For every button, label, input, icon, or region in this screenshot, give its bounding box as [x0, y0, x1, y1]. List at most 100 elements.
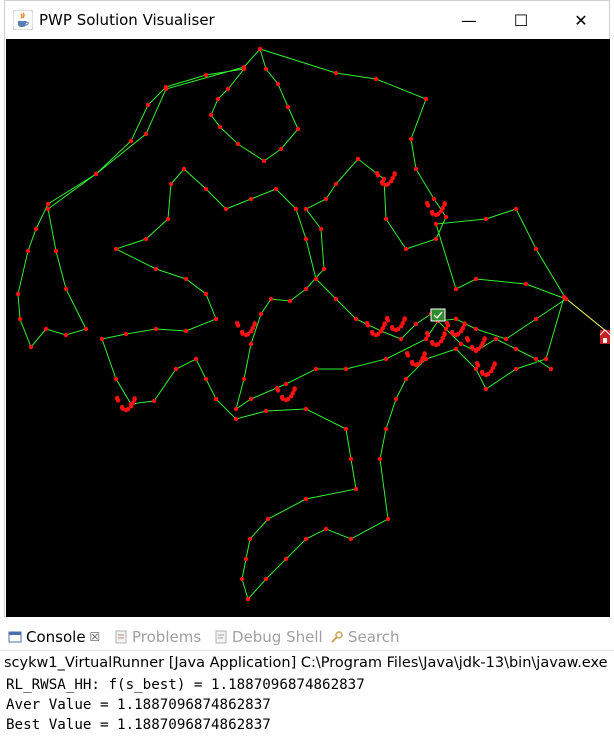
route-node [443, 326, 449, 332]
route-node [353, 486, 359, 492]
route-node [53, 248, 59, 254]
route-node [143, 131, 149, 137]
route-node [203, 72, 209, 78]
minimize-button[interactable]: — [447, 7, 491, 33]
route-node [433, 221, 439, 227]
route-node [163, 86, 169, 92]
route-node [323, 526, 329, 532]
route-node [283, 556, 289, 562]
route-node [492, 361, 497, 366]
route-node [343, 366, 349, 372]
route-node [533, 316, 539, 322]
route-node [423, 96, 429, 102]
route-node [493, 336, 499, 342]
route-node [132, 396, 137, 401]
route-node [203, 291, 209, 297]
close-icon[interactable]: ☒ [89, 630, 101, 644]
route-node [548, 366, 554, 372]
route-node [313, 366, 319, 372]
route-node [181, 166, 187, 172]
console-output-line: RL_RWSA_HH: f(s_best) = 1.18870968748628… [6, 677, 365, 693]
route-node [473, 366, 479, 372]
route-node [235, 141, 241, 147]
problems-icon [115, 630, 127, 644]
route-node [99, 336, 105, 342]
route-node [479, 369, 485, 375]
route-node [45, 206, 51, 212]
console-output-line: Best Value = 1.1887096874862837 [6, 717, 271, 733]
route-node [425, 333, 431, 338]
route-node [33, 226, 39, 232]
route-node [533, 356, 539, 362]
launch-config-label: scykw1_VirtualRunner [Java Application] … [4, 655, 608, 671]
route-node [25, 248, 31, 254]
route-node [263, 576, 269, 582]
console-tab-bar: Console ☒ Problems Debug Shell Search [0, 626, 614, 651]
solution-canvas [6, 39, 610, 617]
route-node [429, 209, 435, 215]
route-node [293, 206, 299, 212]
route-node [343, 426, 349, 432]
route-node [203, 376, 209, 382]
tab-debug-shell-label: Debug Shell [232, 628, 323, 646]
route-node [93, 171, 99, 177]
route-node [405, 353, 411, 358]
tab-debug-shell[interactable]: Debug Shell [214, 628, 323, 646]
route-node [473, 326, 479, 332]
route-node [28, 344, 34, 350]
tab-problems-label: Problems [132, 628, 202, 646]
close-button[interactable]: ✕ [559, 7, 603, 33]
route-node [383, 356, 389, 362]
route-node [303, 206, 309, 212]
route-node [83, 326, 89, 332]
route-node [513, 346, 519, 352]
return-leg [563, 296, 607, 332]
route-node [287, 298, 293, 304]
route-node [425, 203, 431, 208]
route-node [543, 356, 549, 362]
route-node [289, 394, 294, 399]
tab-search[interactable]: Search [330, 628, 400, 646]
route-node [43, 326, 49, 332]
route-node [389, 179, 394, 184]
title-bar[interactable]: PWP Solution Visualiser — ☐ ✕ [5, 1, 609, 39]
tab-problems[interactable]: Problems [114, 628, 201, 646]
route-node [303, 536, 309, 542]
route-node [283, 381, 289, 387]
route-node [257, 46, 263, 52]
route-node [208, 112, 214, 118]
route-node [233, 406, 239, 412]
route-node [375, 173, 381, 178]
route-node [469, 344, 475, 350]
debug-shell-icon [215, 630, 227, 644]
tab-console-label: Console [26, 628, 86, 646]
route-node [273, 186, 279, 192]
route-node [303, 406, 309, 412]
route-node [265, 516, 271, 522]
route-node [483, 386, 489, 392]
route-node [413, 321, 419, 327]
route-node [285, 104, 291, 110]
route-node [125, 407, 131, 412]
route-node [458, 341, 464, 347]
route-node [115, 398, 121, 403]
route-node [475, 347, 481, 352]
route-node [369, 329, 375, 335]
route-node [485, 372, 491, 377]
route-node [145, 102, 151, 108]
route-node [395, 327, 401, 332]
route-node [403, 376, 409, 382]
route-node [268, 296, 274, 302]
route-node [303, 236, 309, 242]
route-node [248, 341, 254, 347]
route-node [241, 64, 247, 70]
route-node [129, 404, 134, 409]
route-node [402, 316, 407, 321]
route-node [245, 332, 251, 337]
route-node [435, 212, 441, 217]
route-node [523, 281, 529, 287]
route-node [203, 186, 209, 192]
tab-console[interactable]: Console ☒ [8, 628, 100, 646]
route-node [465, 338, 471, 343]
maximize-button[interactable]: ☐ [499, 7, 543, 33]
